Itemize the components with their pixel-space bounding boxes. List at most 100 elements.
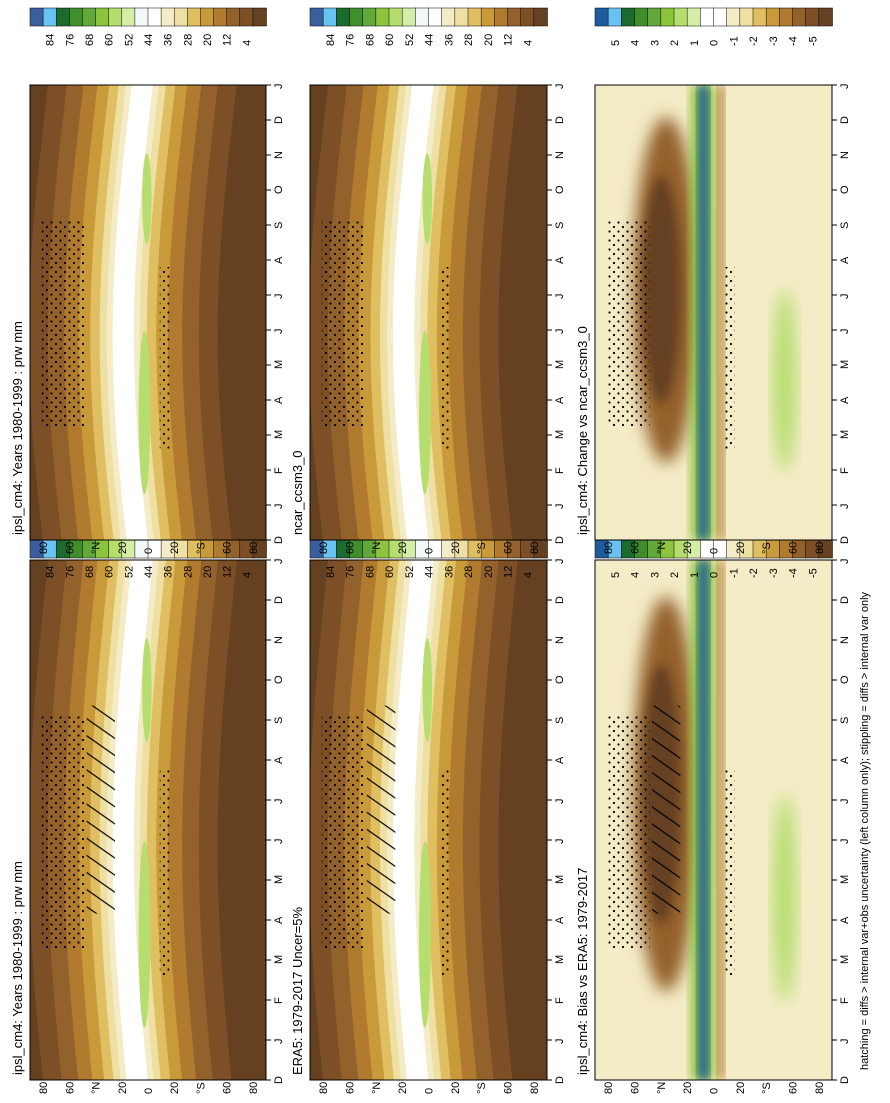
stippling <box>41 716 85 950</box>
month-tick-label: D <box>273 1076 285 1084</box>
month-tick-label: J <box>273 1039 285 1045</box>
lat-tick-label: 0 <box>424 548 436 554</box>
colorbar: 84 76 68 60 52 44 36 28 20 12 4 <box>309 7 548 46</box>
colorbar-label: 76 <box>345 34 357 46</box>
month-tick-label: M <box>554 430 566 439</box>
lat-tick-label: 20 <box>682 542 694 554</box>
stippling <box>440 768 450 976</box>
panel-field <box>595 85 832 540</box>
colorbar-label: 4 <box>630 40 642 46</box>
colorbar-label: 84 <box>325 34 337 46</box>
colorbar-label: 20 <box>483 566 495 578</box>
colorbar-swatch <box>533 7 548 27</box>
moist-band <box>422 153 433 245</box>
colorbar-label: 4 <box>241 572 253 578</box>
lat-tick-label: 20 <box>450 1082 462 1094</box>
lat-tick-label: 20 <box>117 542 129 554</box>
month-tick-label: M <box>554 875 566 884</box>
month-tick-label: J <box>839 839 851 845</box>
bias-blob <box>642 176 681 404</box>
colorbar-swatch <box>765 7 781 27</box>
month-tick-label: D <box>839 596 851 604</box>
panel-field <box>310 85 547 540</box>
colorbar-swatch <box>336 7 351 27</box>
colorbar-label: 4 <box>522 40 534 46</box>
lat-tick-label: 20 <box>735 542 747 554</box>
colorbar: 5 4 3 2 1 0 -1 -2 -3 -4 -5 <box>594 539 833 578</box>
month-tick-label: F <box>554 997 566 1004</box>
month-tick-label: D <box>839 536 851 544</box>
moist-band <box>142 638 152 742</box>
moist-band <box>142 153 152 245</box>
month-tick-label: A <box>839 756 851 764</box>
month-tick-label: S <box>839 222 851 229</box>
panel-frame <box>594 559 833 1081</box>
hatching <box>86 705 115 914</box>
colorbar-label: 44 <box>424 34 436 46</box>
colorbar-label: 12 <box>503 566 515 578</box>
month-tick-label: N <box>554 151 566 159</box>
lat-tick-label: 20 <box>450 542 462 554</box>
month-tick-label: J <box>273 84 285 90</box>
colorbar-swatch <box>55 7 71 27</box>
colorbar-label: 12 <box>222 34 234 46</box>
colorbar-swatch <box>494 7 509 27</box>
colorbar-label: 5 <box>610 572 622 578</box>
bias-band <box>717 85 725 540</box>
colorbar-label: -1 <box>728 568 740 578</box>
lat-tick-label: 80 <box>529 542 541 554</box>
month-tick-label: J <box>554 799 566 805</box>
lat-tick-label: 0 <box>424 1088 436 1094</box>
month-tick-label: J <box>839 504 851 510</box>
month-tick-label: J <box>554 1039 566 1045</box>
colorbar-swatch <box>362 7 377 27</box>
colorbar-label: -2 <box>748 568 760 578</box>
stippling <box>41 221 85 427</box>
stippling <box>606 716 650 950</box>
colorbar-swatch <box>147 7 162 27</box>
month-tick-label: D <box>273 536 285 544</box>
colorbar-swatch <box>226 7 241 27</box>
month-tick-label: J <box>554 84 566 90</box>
colorbar-label: 68 <box>84 566 96 578</box>
month-tick-label: D <box>273 596 285 604</box>
panel-field <box>595 560 832 1080</box>
colorbar-label: 36 <box>443 566 455 578</box>
colorbar-swatch <box>200 7 215 27</box>
colorbar: 84 76 68 60 52 44 36 28 20 12 4 <box>309 539 548 578</box>
stippling <box>159 267 170 449</box>
lat-tick-label: 80 <box>38 1082 50 1094</box>
colorbar-label: -5 <box>807 568 819 578</box>
colorbar-swatch <box>173 7 189 27</box>
colorbar-swatch <box>480 7 496 27</box>
panel-frame <box>594 84 833 541</box>
lat-tick-label: 60 <box>503 542 515 554</box>
colorbar-swatch <box>752 7 767 27</box>
colorbar-swatch <box>309 7 324 27</box>
lat-tick-label: 20 <box>735 1082 747 1094</box>
panel-field <box>310 560 547 1080</box>
month-tick-label: J <box>839 329 851 335</box>
colorbar-swatch <box>428 7 443 27</box>
colorbar-label: 20 <box>202 34 214 46</box>
month-tick-label: A <box>273 256 285 264</box>
month-tick-label: D <box>554 1076 566 1084</box>
bias-blob <box>772 289 797 472</box>
colorbar-label: 5 <box>610 40 622 46</box>
month-tick-label: J <box>554 839 566 845</box>
colorbar-swatch <box>95 7 110 27</box>
month-tick-label: O <box>273 675 285 684</box>
colorbar-swatch <box>634 7 649 27</box>
panel-title: ERA5: 1979-2017 Uncer=5% <box>290 907 305 1075</box>
contour-band <box>392 85 434 540</box>
month-tick-label: F <box>273 467 285 474</box>
lat-tick-label: 80 <box>603 1082 615 1094</box>
colorbar-swatch <box>42 7 57 27</box>
month-tick-label: O <box>839 675 851 684</box>
bias-band <box>717 560 725 1080</box>
panel-frame <box>29 559 267 1081</box>
colorbar-label: 0 <box>709 40 721 46</box>
colorbar-swatch <box>388 7 403 27</box>
colorbar-label: -1 <box>728 36 740 46</box>
